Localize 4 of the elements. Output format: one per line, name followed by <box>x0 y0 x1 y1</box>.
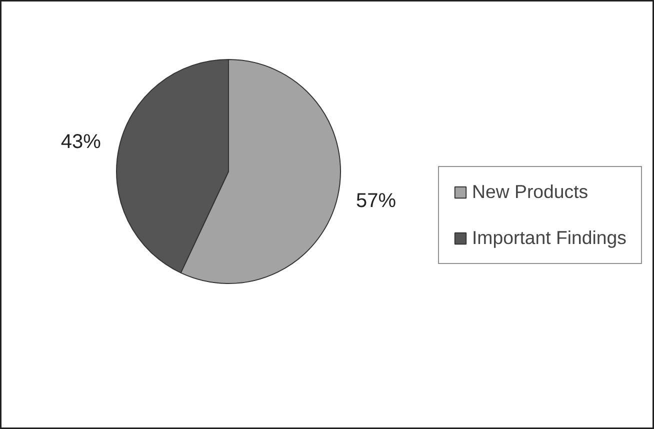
data-label: 43% <box>60 131 102 154</box>
legend-label: Important Findings <box>472 227 627 249</box>
data-label: 57% <box>356 190 396 212</box>
legend-label: New Products <box>472 181 588 203</box>
